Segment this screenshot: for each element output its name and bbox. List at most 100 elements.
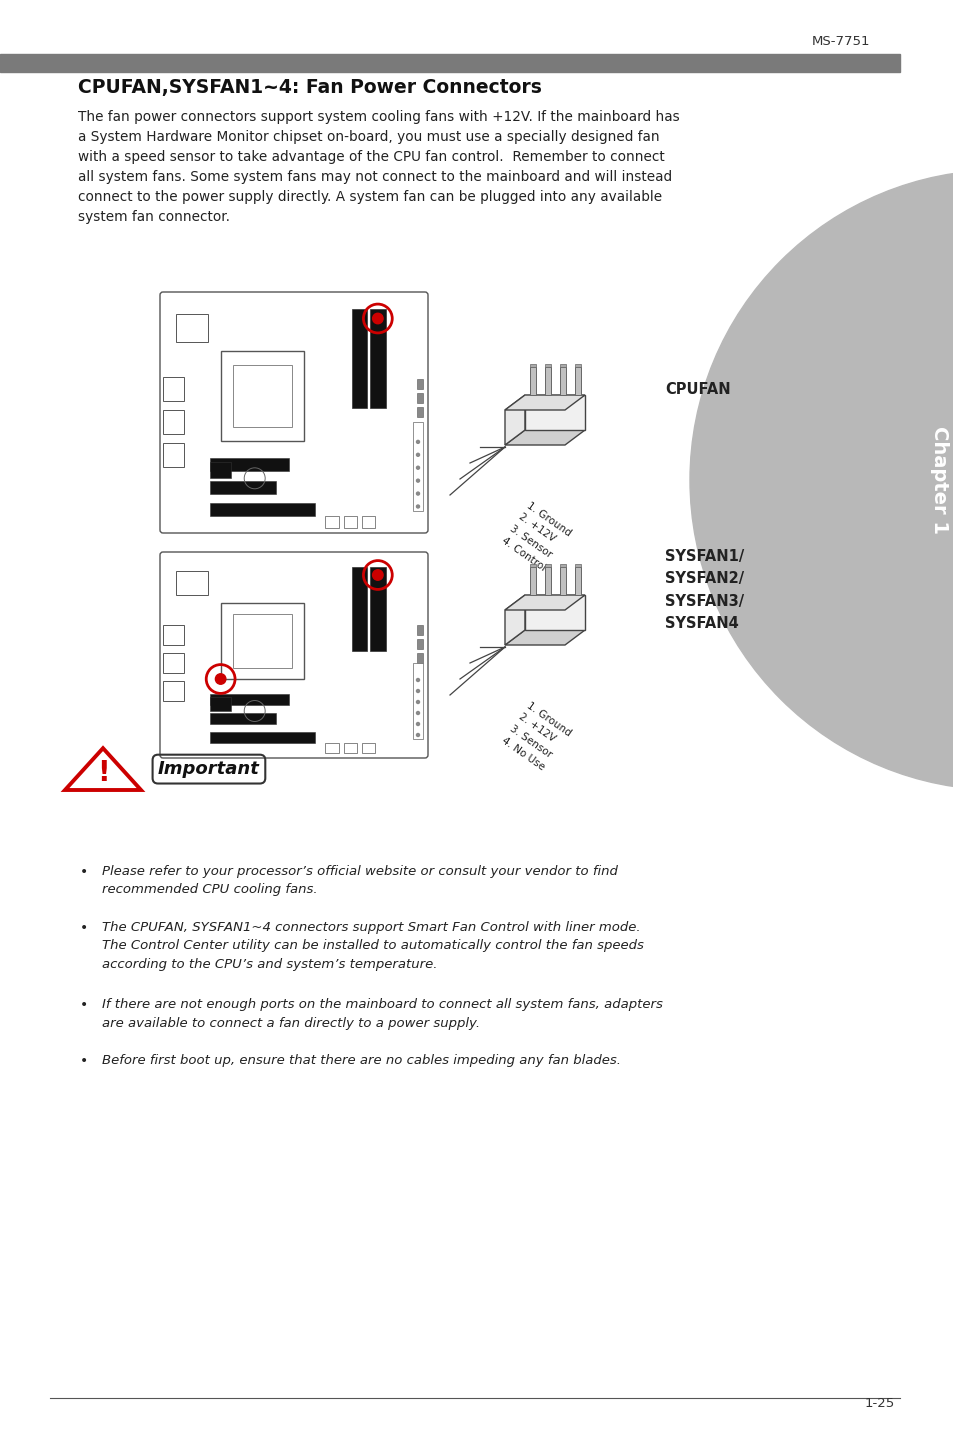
Bar <box>163 442 184 467</box>
Bar <box>575 364 580 367</box>
Bar <box>544 364 551 367</box>
Bar <box>370 309 386 408</box>
Text: 1. Ground
2. +12V
3. Sensor
4. No Use: 1. Ground 2. +12V 3. Sensor 4. No Use <box>499 700 573 773</box>
Bar <box>352 309 367 408</box>
Text: Important: Important <box>158 760 259 778</box>
Circle shape <box>416 733 419 736</box>
Bar <box>210 697 231 712</box>
Text: •: • <box>80 1054 89 1068</box>
Bar <box>210 695 289 705</box>
Bar <box>325 743 338 753</box>
Text: Before first boot up, ensure that there are no cables impeding any fan blades.: Before first boot up, ensure that there … <box>102 1054 620 1067</box>
Bar <box>416 624 422 634</box>
Polygon shape <box>504 596 584 610</box>
Bar <box>413 663 422 739</box>
Bar <box>544 564 551 567</box>
Text: •: • <box>80 998 89 1012</box>
Bar <box>416 379 422 390</box>
Polygon shape <box>504 430 584 445</box>
Bar <box>416 639 422 649</box>
Bar <box>163 653 184 673</box>
Text: •: • <box>80 921 89 935</box>
Bar <box>530 564 536 567</box>
Polygon shape <box>524 395 584 430</box>
FancyBboxPatch shape <box>160 551 428 758</box>
Bar <box>210 732 314 743</box>
FancyBboxPatch shape <box>160 292 428 533</box>
Circle shape <box>416 723 419 726</box>
Circle shape <box>689 170 953 790</box>
Bar <box>370 567 386 652</box>
Text: The CPUFAN, SYSFAN1~4 connectors support Smart Fan Control with liner mode.
The : The CPUFAN, SYSFAN1~4 connectors support… <box>102 921 643 971</box>
Polygon shape <box>504 395 524 445</box>
Text: CPUFAN,SYSFAN1~4: Fan Power Connectors: CPUFAN,SYSFAN1~4: Fan Power Connectors <box>78 77 541 97</box>
Text: The fan power connectors support system cooling fans with +12V. If the mainboard: The fan power connectors support system … <box>78 110 679 225</box>
Bar <box>559 567 565 596</box>
Polygon shape <box>504 630 584 644</box>
Circle shape <box>416 441 419 444</box>
Circle shape <box>373 570 383 580</box>
Bar <box>559 564 565 567</box>
Bar <box>163 682 184 702</box>
Text: 1. Ground
2. +12V
3. Sensor
4. Control: 1. Ground 2. +12V 3. Sensor 4. Control <box>499 500 573 573</box>
Text: Please refer to your processor’s official website or consult your vendor to find: Please refer to your processor’s officia… <box>102 865 618 896</box>
Bar <box>559 367 565 395</box>
Polygon shape <box>65 748 141 790</box>
Circle shape <box>416 689 419 693</box>
Circle shape <box>416 480 419 483</box>
Bar <box>325 516 338 527</box>
Circle shape <box>416 712 419 715</box>
Bar <box>210 713 275 725</box>
Bar <box>163 624 184 644</box>
Text: Chapter 1: Chapter 1 <box>929 425 948 534</box>
Bar <box>176 571 208 596</box>
Bar <box>559 364 565 367</box>
Bar <box>220 351 304 441</box>
Bar <box>343 516 356 527</box>
Bar <box>416 392 422 402</box>
Bar <box>210 503 314 516</box>
Circle shape <box>416 505 419 508</box>
Circle shape <box>416 493 419 495</box>
Text: MS-7751: MS-7751 <box>811 34 869 49</box>
Bar <box>544 367 551 395</box>
Bar <box>575 367 580 395</box>
Bar <box>575 567 580 596</box>
Bar <box>210 481 275 494</box>
Bar <box>233 614 292 667</box>
Bar <box>575 564 580 567</box>
Bar <box>544 567 551 596</box>
Bar <box>530 367 536 395</box>
Polygon shape <box>524 596 584 630</box>
Circle shape <box>416 467 419 470</box>
Bar <box>416 407 422 417</box>
Bar <box>220 603 304 679</box>
Bar <box>233 365 292 427</box>
Circle shape <box>373 314 383 324</box>
Polygon shape <box>504 596 524 644</box>
Bar <box>176 314 208 342</box>
Bar <box>0 54 899 72</box>
Text: •: • <box>80 865 89 879</box>
Bar <box>163 377 184 401</box>
Circle shape <box>416 700 419 703</box>
Bar <box>530 567 536 596</box>
Text: SYSFAN1/
SYSFAN2/
SYSFAN3/
SYSFAN4: SYSFAN1/ SYSFAN2/ SYSFAN3/ SYSFAN4 <box>664 550 743 632</box>
Circle shape <box>215 674 226 684</box>
Bar <box>530 364 536 367</box>
Bar <box>163 410 184 434</box>
Bar <box>210 458 289 471</box>
Bar <box>413 422 422 511</box>
Text: CPUFAN: CPUFAN <box>664 382 730 398</box>
Polygon shape <box>504 395 584 410</box>
Text: !: ! <box>96 759 110 788</box>
Text: 1-25: 1-25 <box>863 1398 894 1411</box>
Bar <box>352 567 367 652</box>
Circle shape <box>416 454 419 457</box>
Bar <box>210 463 231 478</box>
Bar <box>416 653 422 663</box>
Circle shape <box>416 679 419 682</box>
Bar <box>362 516 375 527</box>
Text: If there are not enough ports on the mainboard to connect all system fans, adapt: If there are not enough ports on the mai… <box>102 998 662 1030</box>
Bar <box>362 743 375 753</box>
